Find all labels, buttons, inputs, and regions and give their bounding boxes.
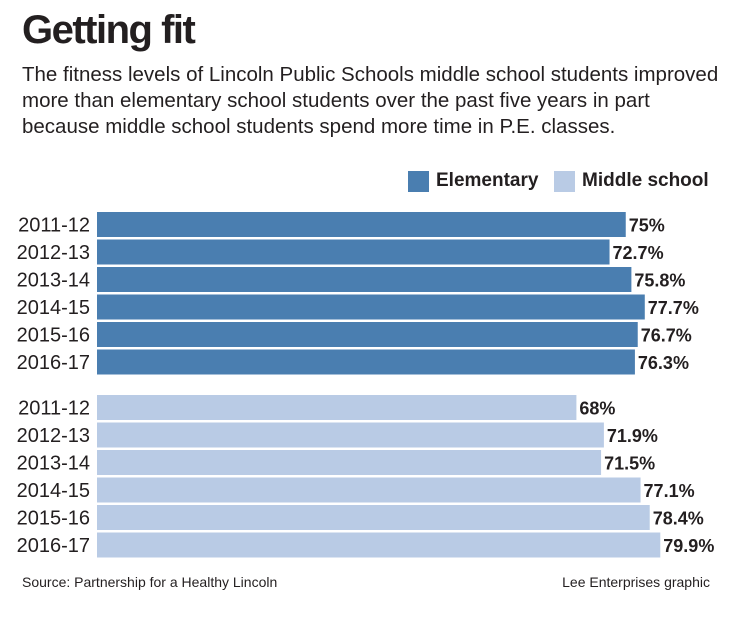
bar-elementary-2015-16 (97, 322, 638, 347)
value-label: 68% (579, 399, 615, 419)
value-label: 78.4% (653, 509, 704, 529)
source-note: Source: Partnership for a Healthy Lincol… (22, 574, 278, 590)
category-label: 2015-16 (17, 508, 90, 530)
legend-item-elementary: Elementary (408, 170, 538, 192)
category-label: 2013-14 (17, 453, 90, 475)
value-label: 71.9% (607, 426, 658, 446)
bar-middle-school-2013-14 (97, 450, 602, 475)
legend-swatch-middle-school (554, 170, 575, 192)
category-label: 2012-13 (17, 425, 90, 447)
category-label: 2016-17 (17, 535, 90, 557)
value-label: 72.7% (613, 243, 664, 263)
value-label: 77.1% (644, 481, 695, 501)
category-label: 2012-13 (17, 242, 90, 264)
category-label: 2014-15 (17, 297, 90, 319)
legend: Elementary Middle school (0, 170, 750, 194)
bar-chart: 2011-12 75% 2012-13 72.7% 2013-14 75.8% 2014-1… (17, 212, 714, 558)
category-label: 2011-12 (18, 215, 90, 237)
value-label: 76.7% (641, 326, 692, 346)
chart-title: Getting fit (22, 8, 196, 52)
value-label: 75% (629, 216, 665, 236)
category-label: 2016-17 (17, 352, 90, 374)
bar-elementary-2011-12 (97, 212, 626, 237)
value-label: 75.8% (634, 271, 685, 291)
category-label: 2014-15 (17, 480, 90, 502)
bar-middle-school-2014-15 (97, 477, 641, 503)
value-label: 71.5% (604, 454, 655, 474)
series-elementary: 2011-12 75% 2012-13 72.7% 2013-14 75.8% 2014-1… (17, 212, 699, 375)
legend-label-elementary: Elementary (436, 170, 539, 191)
legend-item-middle-school: Middle school (554, 170, 709, 192)
bar-middle-school-2012-13 (97, 422, 604, 448)
legend-swatch-elementary (408, 170, 429, 192)
category-label: 2011-12 (18, 398, 90, 420)
value-label: 76.3% (638, 353, 689, 373)
legend-label-middle-school: Middle school (582, 170, 709, 191)
category-label: 2015-16 (17, 325, 90, 347)
bar-elementary-2013-14 (97, 267, 632, 292)
bar-elementary-2016-17 (97, 349, 635, 375)
bar-middle-school-2015-16 (97, 505, 650, 530)
series-middle-school: 2011-12 68% 2012-13 71.9% 2013-14 71.5% 2014-1… (17, 395, 714, 558)
bar-elementary-2014-15 (97, 294, 645, 320)
bar-middle-school-2011-12 (97, 395, 577, 420)
bar-elementary-2012-13 (97, 239, 610, 265)
graphic-credit: Lee Enterprises graphic (562, 574, 710, 590)
chart-subtitle: The fitness levels of Lincoln Public Sch… (22, 63, 719, 138)
value-label: 79.9% (663, 536, 714, 556)
value-label: 77.7% (648, 298, 699, 318)
category-label: 2013-14 (17, 270, 90, 292)
bar-middle-school-2016-17 (97, 532, 661, 558)
